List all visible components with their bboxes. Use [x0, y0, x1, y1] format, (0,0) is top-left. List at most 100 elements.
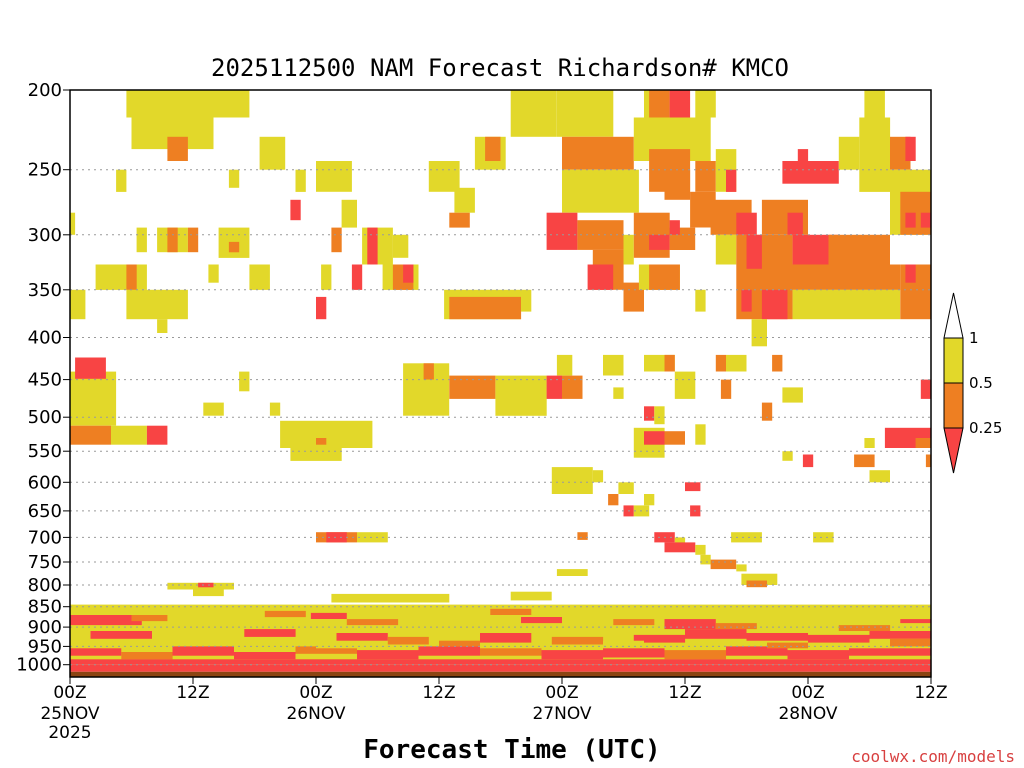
ri-cell	[700, 554, 711, 565]
y-tick-label: 550	[28, 441, 62, 462]
ri-cell	[351, 264, 363, 290]
ri-cell	[736, 212, 757, 235]
colorbar-legend: 1 0.5 0.25	[943, 292, 1002, 474]
ri-cell	[838, 625, 891, 631]
ri-cell	[367, 227, 378, 265]
legend-level-label: 0.25	[969, 419, 1002, 437]
ri-cell	[726, 646, 788, 656]
ri-cell	[782, 387, 803, 403]
ri-cell	[674, 371, 696, 399]
ri-cell	[546, 375, 562, 399]
ri-cell	[70, 425, 111, 445]
y-tick-label: 350	[28, 280, 62, 301]
ri-cell	[480, 648, 542, 656]
x-tick-label: 00Z	[791, 683, 824, 703]
ri-cell	[808, 634, 870, 643]
x-tick-year: 2025	[48, 723, 91, 743]
ri-cell	[121, 652, 173, 660]
ri-cell	[710, 559, 737, 570]
ri-cell	[546, 212, 578, 250]
x-tick-label: 00Z	[299, 683, 332, 703]
ri-cell	[715, 354, 727, 372]
ri-cell	[736, 564, 747, 572]
ri-cell	[387, 636, 429, 645]
ri-cell	[751, 319, 767, 347]
ri-cell	[234, 652, 296, 660]
ri-cell	[449, 212, 470, 228]
ri-cell	[167, 136, 188, 161]
credit-text: coolwx.com/models	[851, 747, 1015, 766]
ri-cell	[787, 650, 849, 660]
ri-cell	[336, 633, 388, 641]
legend-swatch-0.25-0.5	[943, 382, 964, 429]
ri-cell	[854, 454, 875, 468]
x-tick-label: 12Z	[422, 683, 455, 703]
ri-cell	[685, 629, 747, 639]
ri-cell	[562, 169, 639, 213]
ri-cell	[792, 289, 901, 320]
ri-cell	[746, 633, 808, 641]
ri-cell	[495, 375, 547, 416]
ri-cell	[90, 631, 152, 639]
ri-cell	[126, 90, 250, 118]
ri-cell	[562, 375, 583, 399]
ri-cell	[100, 640, 153, 647]
ri-cell	[603, 354, 624, 376]
ri-cell	[357, 650, 419, 660]
ri-cell	[915, 438, 931, 448]
ri-cell	[249, 264, 270, 290]
ri-cell	[403, 264, 414, 283]
ri-cell	[167, 227, 178, 253]
ri-cell	[695, 424, 706, 445]
x-tick-label: 12Z	[914, 683, 947, 703]
ri-cell	[669, 90, 691, 118]
ri-cell	[485, 136, 501, 161]
ri-cell	[849, 648, 931, 656]
ri-cell	[664, 431, 685, 445]
richardson-cells	[70, 90, 932, 672]
ri-cell	[146, 425, 168, 445]
y-tick-label: 750	[28, 552, 62, 573]
ri-cell	[859, 117, 891, 192]
legend-level-label: 0.5	[969, 374, 993, 392]
ri-cell	[331, 593, 450, 603]
y-axis-pressure: 200 250 300 350 400 450 500 550 600 650 700 7508008…	[16, 80, 70, 676]
ri-cell	[70, 664, 931, 672]
ri-cell	[726, 354, 747, 372]
ri-cell	[316, 642, 357, 649]
chart-title: 2025112500 NAM Forecast Richardson# KMCO	[211, 54, 789, 82]
ri-cell	[295, 169, 306, 192]
ri-cell	[70, 289, 86, 320]
ri-cell	[905, 212, 916, 228]
ri-cell	[551, 636, 604, 645]
ri-cell	[726, 169, 737, 192]
ri-cell	[418, 646, 480, 656]
ri-cell	[95, 264, 147, 290]
ri-cell	[587, 264, 614, 290]
ri-cell	[664, 619, 716, 630]
ri-cell	[787, 212, 803, 235]
ri-cell	[449, 296, 522, 320]
y-tick-label: 200	[28, 80, 62, 101]
ri-cell	[761, 402, 773, 421]
ri-cell	[890, 638, 931, 647]
ri-cell	[741, 573, 778, 585]
x-tick-date: 26NOV	[286, 704, 345, 724]
plot-frame	[69, 89, 932, 678]
ri-cell	[797, 149, 809, 170]
ri-cell	[782, 161, 839, 184]
ri-cell	[695, 90, 716, 118]
ri-cell	[900, 619, 932, 624]
ri-cell	[264, 610, 306, 618]
ri-cell	[203, 402, 224, 416]
ri-cell	[326, 532, 347, 543]
ri-cell	[510, 90, 557, 137]
y-tick-label: 500	[28, 407, 62, 428]
ri-cell	[669, 220, 680, 235]
ri-cell	[239, 371, 250, 392]
ri-cell	[869, 470, 890, 483]
ri-cell	[905, 264, 916, 283]
ri-cell	[490, 608, 532, 615]
ri-cell	[813, 532, 834, 543]
